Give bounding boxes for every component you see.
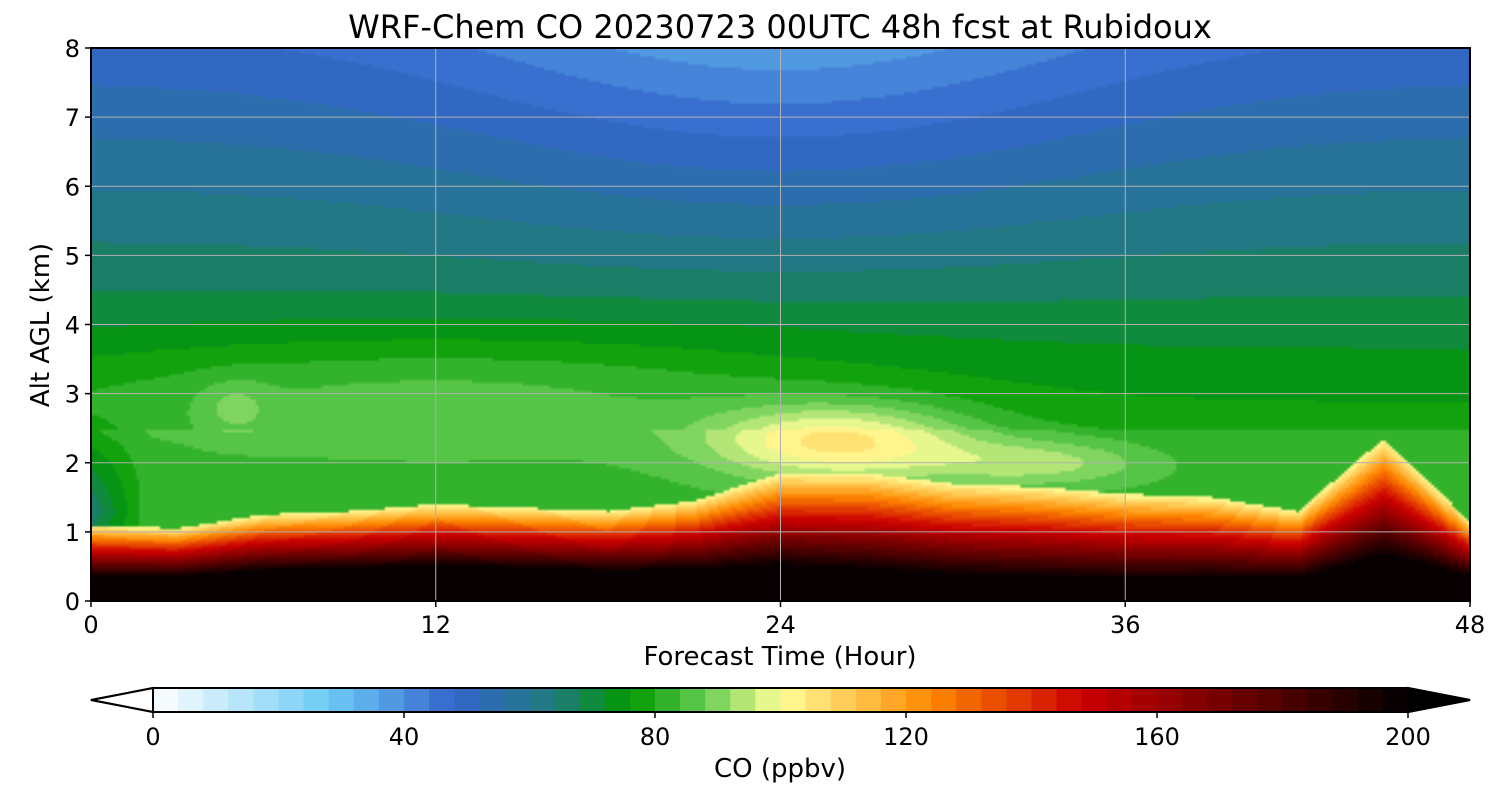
x-tick-label: 36: [1110, 611, 1141, 639]
colorbar-level: [830, 688, 857, 712]
colorbar-level: [755, 688, 782, 712]
colorbar-extend-low: [90, 686, 154, 714]
grid-lines: [91, 48, 1470, 601]
x-tick-label: 12: [420, 611, 451, 639]
colorbar-level: [1232, 688, 1258, 712]
colorbar-level: [153, 688, 179, 712]
colorbar-level: [404, 688, 430, 712]
colorbar-level: [378, 688, 405, 712]
colorbar-level: [1257, 688, 1284, 712]
x-axis: 0 12 24 36 48: [83, 601, 1485, 639]
colorbar-level: [579, 688, 606, 712]
y-tick-label: 1: [65, 519, 80, 547]
colorbar-level: [1307, 688, 1334, 712]
y-tick-label: 7: [65, 104, 80, 132]
colorbar-level: [1157, 688, 1183, 712]
colorbar-level: [680, 688, 706, 712]
colorbar-level: [454, 688, 480, 712]
colorbar-level: [1207, 688, 1233, 712]
colorbar-level: [504, 688, 531, 712]
y-axis-label: Alt AGL (km): [26, 243, 56, 407]
plot-area: [90, 47, 1471, 602]
colorbar-level: [1081, 688, 1108, 712]
x-tick-label: 24: [765, 611, 796, 639]
colorbar-level: [479, 688, 505, 712]
colorbar-level: [178, 688, 204, 712]
colorbar-extend-high: [1407, 686, 1471, 714]
colorbar-level: [956, 688, 982, 712]
colorbar-level: [203, 688, 229, 712]
colorbar-level: [880, 688, 907, 712]
colorbar-level: [1182, 688, 1208, 712]
colorbar-level: [1357, 688, 1384, 712]
colorbar-level: [931, 688, 957, 712]
colorbar-tick-label: 200: [1385, 723, 1431, 751]
colorbar-level: [629, 688, 656, 712]
x-axis-label: Forecast Time (Hour): [643, 642, 916, 672]
y-tick-label: 2: [65, 450, 80, 478]
y-tick-label: 8: [65, 35, 80, 63]
colorbar-tick-label: 40: [389, 723, 420, 751]
colorbar-level: [1131, 688, 1158, 712]
colorbar-level: [353, 688, 380, 712]
y-axis: 0 1 2 3 4 5 6 7 8: [65, 35, 91, 616]
colorbar-level: [1056, 688, 1083, 712]
y-tick-label: 5: [65, 242, 80, 270]
colorbar-level: [303, 688, 330, 712]
colorbar-tick-label: 0: [145, 723, 160, 751]
colorbar-level: [1006, 688, 1033, 712]
colorbar-level: [1332, 688, 1359, 712]
colorbar-ticks: 0 40 80 120 160 200: [145, 712, 1431, 751]
colorbar-level: [855, 688, 882, 712]
colorbar-tick-label: 80: [640, 723, 671, 751]
x-tick-label: 48: [1455, 611, 1486, 639]
chart-title: WRF-Chem CO 20230723 00UTC 48h fcst at R…: [348, 8, 1212, 46]
colorbar-level: [429, 688, 455, 712]
colorbar-level: [981, 688, 1007, 712]
colorbar-level: [328, 688, 355, 712]
colorbar-level: [228, 688, 254, 712]
y-tick-label: 0: [65, 588, 80, 616]
colorbar-tick-label: 120: [883, 723, 929, 751]
colorbar-level: [278, 688, 305, 712]
x-tick-label: 0: [83, 611, 98, 639]
colorbar-label: CO (ppbv): [714, 754, 846, 784]
colorbar-level: [780, 688, 807, 712]
y-tick-label: 6: [65, 173, 80, 201]
colorbar-tick-label: 160: [1134, 723, 1180, 751]
colorbar-level: [805, 688, 832, 712]
colorbar-level: [906, 688, 932, 712]
colorbar-level: [253, 688, 280, 712]
colorbar-level: [705, 688, 731, 712]
colorbar-level: [1282, 688, 1309, 712]
y-tick-label: 3: [65, 381, 80, 409]
colorbar: [90, 686, 1471, 714]
colorbar-level: [1382, 688, 1409, 712]
colorbar-level: [1106, 688, 1133, 712]
y-tick-label: 4: [65, 312, 80, 340]
colorbar-level: [730, 688, 756, 712]
colorbar-level: [655, 688, 681, 712]
colorbar-level: [604, 688, 631, 712]
colorbar-level: [529, 688, 556, 712]
colorbar-level: [1031, 688, 1058, 712]
colorbar-level: [554, 688, 581, 712]
